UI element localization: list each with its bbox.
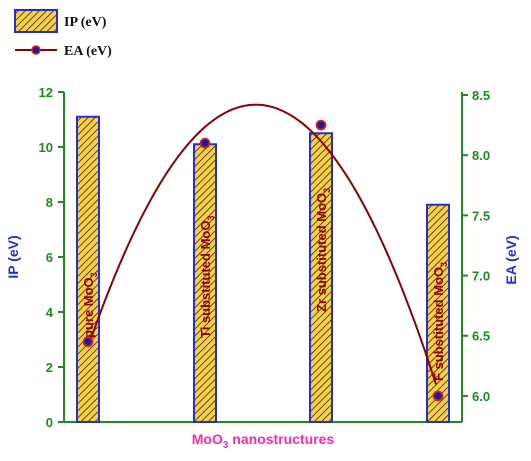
y-tick-label: 0 [46, 415, 53, 430]
bar [426, 203, 450, 423]
y-tick-label: 2 [46, 360, 53, 375]
ea-point [432, 390, 444, 402]
y2-tick-label: 8.0 [472, 148, 490, 163]
bar-category-label: pure MoO3 [81, 272, 99, 338]
bar-category-label: F substituted MoO3 [431, 262, 449, 381]
legend-bar-swatch [14, 9, 58, 33]
bars: pure MoO3 Ti substituted MoO3 Zr substitut… [76, 115, 450, 423]
legend-label-ea: EA (eV) [64, 44, 112, 59]
ea-curve [87, 103, 437, 385]
ea-point [315, 119, 327, 131]
bar [76, 115, 100, 423]
legend-label-ip: IP (eV) [64, 15, 107, 30]
legend-marker [31, 45, 41, 55]
y2-axis-label: EA (eV) [503, 235, 519, 284]
y-tick-label: 12 [39, 85, 53, 100]
bar-category-label: Zr substituted MoO3 [314, 188, 332, 312]
y2-tick-label: 7.5 [472, 208, 490, 223]
bar [309, 132, 333, 423]
y2-tick-label: 8.5 [472, 88, 490, 103]
y2-tick-label: 7.0 [472, 269, 490, 284]
y-tick-label: 8 [46, 195, 53, 210]
ea-series [82, 103, 444, 402]
y2-tick-label: 6.5 [472, 329, 490, 344]
right-ticks: 6.0 6.5 7.0 7.5 8.0 8.5 [462, 88, 490, 404]
y-axis-label: IP (eV) [5, 235, 21, 278]
y-tick-label: 10 [39, 140, 53, 155]
y-tick-label: 6 [46, 250, 53, 265]
x-axis-label: MoO3 nanostructures [192, 431, 335, 451]
y2-tick-label: 6.0 [472, 389, 490, 404]
y-tick-label: 4 [46, 305, 54, 320]
ea-point [82, 336, 94, 348]
ea-point [199, 137, 211, 149]
left-ticks: 0 2 4 6 8 10 12 [39, 85, 64, 430]
bar-category-label: Ti substituted MoO3 [198, 216, 216, 339]
legend: IP (eV) EA (eV) [14, 9, 112, 59]
